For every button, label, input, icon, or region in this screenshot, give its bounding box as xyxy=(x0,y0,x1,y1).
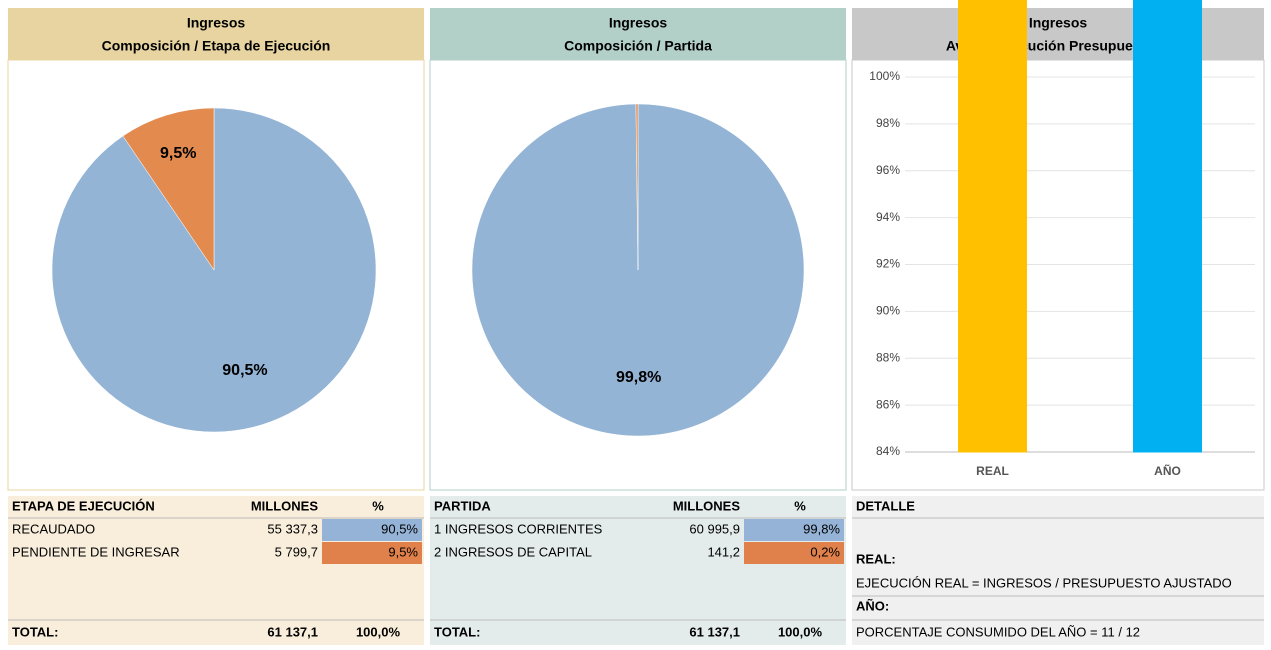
data-label: 9,5% xyxy=(160,145,196,162)
table-total: TOTAL: xyxy=(434,624,480,639)
table-cell: 99,8% xyxy=(803,521,840,536)
y-tick-label: 86% xyxy=(876,397,900,411)
cell-highlight xyxy=(744,542,844,564)
table-rules xyxy=(8,517,1264,621)
detail-line: PORCENTAJE CONSUMIDO DEL AÑO = 11 / 12 xyxy=(856,624,1140,639)
table-header: % xyxy=(794,498,806,513)
table-cell: 5 799,7 xyxy=(275,544,318,559)
table-header: MILLONES xyxy=(251,498,318,513)
table-total: 100,0% xyxy=(778,624,823,639)
data-label: 90,5% xyxy=(222,362,267,379)
header-bg xyxy=(430,8,846,60)
detail-line: AÑO: xyxy=(856,598,889,613)
detail-line: EJECUCIÓN REAL = INGRESOS / PRESUPUESTO … xyxy=(856,575,1232,590)
title: Ingresos xyxy=(187,15,246,31)
detail-line: REAL: xyxy=(856,551,896,566)
table-cell: 55 337,3 xyxy=(267,521,318,536)
subtitle: Composición / Etapa de Ejecución xyxy=(102,38,331,54)
cell-highlight xyxy=(322,519,422,541)
table-total: 61 137,1 xyxy=(267,624,318,639)
table-cell: 0,2% xyxy=(810,544,840,559)
table-cell: RECAUDADO xyxy=(12,521,95,536)
y-tick-label: 96% xyxy=(876,163,900,177)
x-tick-label: AÑO xyxy=(1154,463,1181,478)
y-tick-label: 84% xyxy=(876,444,900,458)
table-cell: 9,5% xyxy=(388,544,418,559)
data-label: 99,8% xyxy=(616,369,661,386)
y-tick-label: 100% xyxy=(869,69,900,83)
table-cell: 141,2 xyxy=(707,544,740,559)
y-tick-label: 90% xyxy=(876,304,900,318)
table-header: % xyxy=(372,498,384,513)
title: Ingresos xyxy=(609,15,668,31)
table-cell: PENDIENTE DE INGRESAR xyxy=(12,544,180,559)
y-tick-label: 88% xyxy=(876,350,900,364)
table-total: 61 137,1 xyxy=(689,624,740,639)
y-tick-label: 92% xyxy=(876,257,900,271)
table-cell: 60 995,9 xyxy=(689,521,740,536)
chart-bg xyxy=(851,59,1265,491)
table-total: 100,0% xyxy=(356,624,401,639)
y-tick-label: 94% xyxy=(876,210,900,224)
cell-highlight xyxy=(744,519,844,541)
subtitle: Composición / Partida xyxy=(564,38,712,54)
pie-slice xyxy=(122,107,215,271)
bar-segment xyxy=(958,0,1027,453)
x-tick-label: REAL xyxy=(976,464,1009,478)
table-header: PARTIDA xyxy=(434,498,491,513)
table-cell: 90,5% xyxy=(381,521,418,536)
table-cell: 1 INGRESOS CORRIENTES xyxy=(434,521,603,536)
table-header: DETALLE xyxy=(856,498,915,513)
table-header: ETAPA DE EJECUCIÓN xyxy=(12,498,155,513)
table-cell: 2 INGRESOS DE CAPITAL xyxy=(434,544,592,559)
title: Ingresos xyxy=(1029,15,1088,31)
table-header: MILLONES xyxy=(673,498,740,513)
cell-highlight xyxy=(322,542,422,564)
y-tick-label: 98% xyxy=(876,116,900,130)
table-total: TOTAL: xyxy=(12,624,58,639)
bar-segment xyxy=(1133,0,1202,453)
header-bg xyxy=(8,8,424,60)
pie-slice xyxy=(635,103,639,271)
